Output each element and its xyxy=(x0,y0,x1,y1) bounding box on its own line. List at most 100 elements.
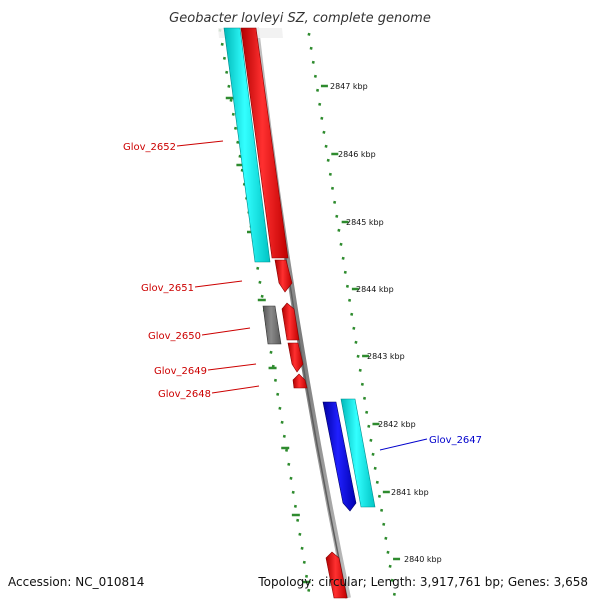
ruler-tick xyxy=(291,490,295,494)
gene-Glov_2647[interactable] xyxy=(322,401,357,512)
gene-Glov_2651[interactable] xyxy=(274,259,293,293)
gene-label-Glov_2651[interactable]: Glov_2651 xyxy=(141,283,194,294)
gene-labels: Glov_2652 Glov_2651 Glov_2650 Glov_2649 … xyxy=(123,140,482,451)
ruler-tick xyxy=(354,340,358,344)
ruler-tick xyxy=(307,588,311,592)
ruler-tick xyxy=(258,280,262,284)
ruler-tick xyxy=(356,354,360,358)
ruler-tick xyxy=(222,56,226,60)
ruler-tick xyxy=(269,350,273,354)
ruler-tick xyxy=(341,256,345,260)
ruler-tick xyxy=(236,140,240,144)
ruler-tick xyxy=(377,494,381,498)
tick-label-2846: 2846 kbp xyxy=(338,150,376,159)
ruler-tick xyxy=(350,312,354,316)
feature-grey[interactable] xyxy=(262,305,282,345)
ruler-tick xyxy=(233,126,238,130)
ruler-tick xyxy=(227,84,231,88)
ruler-tick xyxy=(273,378,277,382)
ruler-tick xyxy=(384,536,388,540)
tick-label-2840: 2840 kbp xyxy=(404,555,442,564)
feature-cyan-lower[interactable] xyxy=(340,398,376,508)
ruler-tick xyxy=(348,298,352,302)
ruler-tick xyxy=(328,172,332,176)
ruler-tick xyxy=(330,186,335,190)
ruler-tick xyxy=(318,102,322,106)
ruler-tick xyxy=(282,434,286,438)
ruler-tick xyxy=(296,518,300,522)
ruler-tick xyxy=(386,550,390,554)
ruler-tick xyxy=(293,504,297,508)
ruler-tick xyxy=(285,448,289,452)
ruler-tick xyxy=(225,70,229,74)
gene-label-Glov_2652[interactable]: Glov_2652 xyxy=(123,142,176,153)
ruler-tick xyxy=(343,270,347,274)
ruler-tick xyxy=(287,462,291,466)
ruler-tick xyxy=(339,242,343,246)
tick-label-2841: 2841 kbp xyxy=(391,488,429,497)
ruler-tick xyxy=(352,326,356,330)
ruler-tick xyxy=(367,424,371,428)
ruler-tick xyxy=(360,382,364,386)
ruler-tick xyxy=(362,396,367,400)
ruler-tick xyxy=(260,294,264,298)
map-title: Geobacter lovleyi SZ, complete genome xyxy=(169,11,431,26)
gene-label-Glov_2647[interactable]: Glov_2647 xyxy=(429,435,482,446)
ruler-tick xyxy=(304,574,309,578)
tick-label-2842: 2842 kbp xyxy=(378,420,416,429)
ruler-tick xyxy=(315,88,320,92)
tick-label-2845: 2845 kbp xyxy=(346,218,384,227)
gene-Glov_2648[interactable] xyxy=(292,373,308,389)
ruler-tick xyxy=(324,144,328,148)
ruler-tick xyxy=(309,46,313,50)
ruler-tick xyxy=(289,476,293,480)
feature-cyan-upper[interactable] xyxy=(223,27,271,263)
ruler-tick xyxy=(380,508,384,512)
gene-features xyxy=(218,27,376,599)
ruler-tick xyxy=(276,392,280,396)
ruler-tick xyxy=(271,364,275,368)
tick-label-2843: 2843 kbp xyxy=(367,352,405,361)
ruler-tick xyxy=(382,522,386,526)
ruler-tick xyxy=(311,60,315,64)
ruler-tick xyxy=(256,266,260,270)
accession-text: Accession: NC_010814 xyxy=(8,575,144,589)
ruler-tick xyxy=(322,130,326,134)
gene-Glov_2652[interactable] xyxy=(240,27,289,259)
ruler-tick xyxy=(307,32,311,36)
ruler-tick xyxy=(302,560,306,564)
genome-summary-text: Topology: circular; Length: 3,917,761 bp… xyxy=(257,575,588,589)
ruler-tick xyxy=(333,200,337,204)
ruler-tick xyxy=(388,564,392,568)
ruler-tick xyxy=(335,214,339,218)
ruler-tick xyxy=(375,480,379,484)
ruler-tick xyxy=(320,116,324,120)
ruler-tick xyxy=(365,410,369,414)
ruler-tick xyxy=(300,546,304,550)
ruler-tick xyxy=(278,406,282,410)
gene-label-Glov_2650[interactable]: Glov_2650 xyxy=(148,331,201,342)
gene-Glov_2650[interactable] xyxy=(281,302,300,341)
ruler-tick xyxy=(326,158,330,162)
ruler-tick xyxy=(313,74,317,78)
ruler-tick xyxy=(231,112,235,116)
tick-label-2844: 2844 kbp xyxy=(356,285,394,294)
ruler-tick xyxy=(280,420,284,424)
gene-Glov_2649[interactable] xyxy=(287,342,304,373)
ruler-tick xyxy=(337,228,341,232)
tick-label-2847: 2847 kbp xyxy=(330,82,368,91)
ruler-tick xyxy=(220,42,224,46)
gene-label-Glov_2649[interactable]: Glov_2649 xyxy=(154,366,207,377)
feature-red-bottom[interactable] xyxy=(325,551,348,599)
ruler-tick xyxy=(369,438,373,442)
ruler-tick xyxy=(358,368,362,372)
ruler-tick xyxy=(392,592,396,596)
ruler-tick xyxy=(390,578,394,582)
ruler-tick xyxy=(345,284,349,288)
ruler-tick xyxy=(298,532,302,536)
gene-label-Glov_2648[interactable]: Glov_2648 xyxy=(158,389,211,400)
ruler-tick xyxy=(373,466,377,470)
ruler-tick xyxy=(371,452,375,456)
ruler-tick xyxy=(229,98,233,102)
